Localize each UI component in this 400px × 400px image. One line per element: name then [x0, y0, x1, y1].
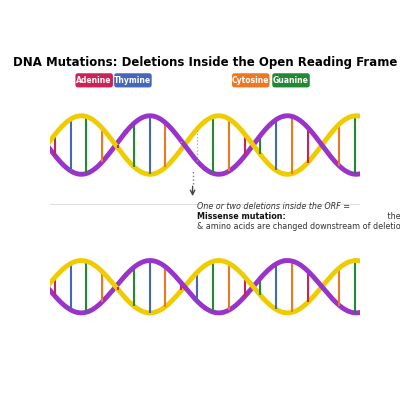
Text: & amino acids are changed downstream of deletion: & amino acids are changed downstream of …: [197, 222, 400, 231]
FancyBboxPatch shape: [114, 73, 152, 88]
Text: Thymine: Thymine: [114, 76, 152, 85]
Text: Missense mutation:: Missense mutation:: [197, 212, 286, 221]
Text: DNA Mutations: Deletions Inside the Open Reading Frame: DNA Mutations: Deletions Inside the Open…: [13, 56, 397, 69]
Text: Cytosine: Cytosine: [232, 76, 270, 85]
Text: Adenine: Adenine: [76, 76, 112, 85]
Text: One or two deletions inside the ORF =: One or two deletions inside the ORF =: [197, 202, 350, 211]
FancyBboxPatch shape: [76, 73, 113, 88]
Text: the reading frame has shifted: the reading frame has shifted: [385, 212, 400, 221]
FancyBboxPatch shape: [272, 73, 310, 88]
Text: Guanine: Guanine: [273, 76, 309, 85]
FancyBboxPatch shape: [232, 73, 270, 88]
